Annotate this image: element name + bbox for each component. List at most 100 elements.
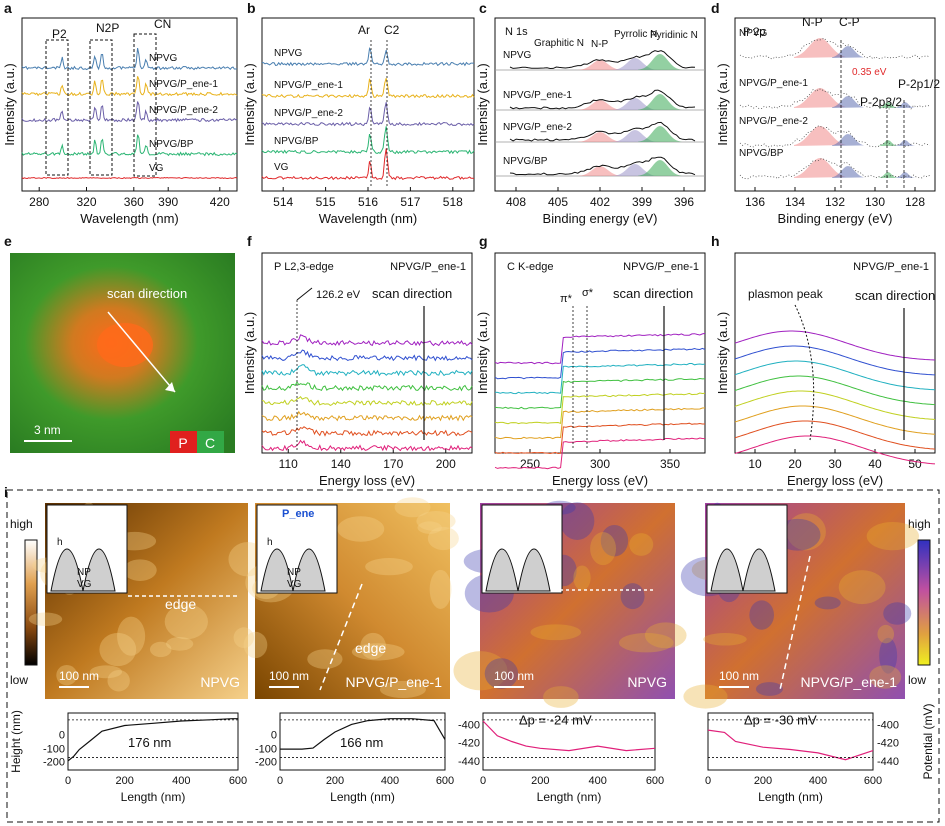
- annotation-d-2: 0.35 eV: [852, 67, 887, 78]
- texture-blob: [644, 622, 687, 649]
- envelope: [739, 88, 931, 110]
- x-axis-label: Energy loss (eV): [319, 473, 415, 488]
- colorbar-low-label-2: low: [908, 673, 926, 687]
- y-tick-label: -400: [458, 719, 480, 731]
- spectrum-f-1: [261, 349, 473, 362]
- y-tick-label: -200: [43, 756, 65, 768]
- plot-frame: [261, 17, 475, 192]
- texture-blob: [351, 643, 405, 661]
- legend-d-0: NPVG: [739, 28, 768, 39]
- colorbar-potential: [917, 539, 931, 666]
- series-b-4: [261, 148, 475, 181]
- x-tick-label: 130: [865, 195, 885, 209]
- profile-series-0: [67, 718, 238, 762]
- y-tick-label: 0: [271, 730, 277, 742]
- x-axis-label: Length (nm): [121, 790, 186, 804]
- panel-letter-f: f: [247, 233, 252, 249]
- y-tick-label: -440: [877, 756, 899, 768]
- spectrum-h-2: [734, 360, 936, 391]
- fit-peak: [832, 134, 864, 146]
- envelope: [509, 121, 696, 142]
- y-axis-label: Intensity (a.u.): [2, 63, 17, 145]
- spectrum-g-1: [494, 347, 706, 380]
- fit-peak: [832, 46, 864, 58]
- x-tick-label: 200: [115, 775, 133, 787]
- x-tick-label: 50: [908, 457, 922, 471]
- profile-annotation-3: Δp = -30 mV: [744, 712, 817, 727]
- y-tick-label: -420: [458, 738, 480, 750]
- panel-letter-d: d: [711, 0, 720, 16]
- y-axis-label: Potential (mV): [921, 703, 935, 779]
- fit-peak: [578, 60, 622, 70]
- x-tick-label: 600: [229, 775, 247, 787]
- x-tick-label: 170: [383, 457, 403, 471]
- fit-peak: [832, 166, 864, 178]
- profile-plot-2: 0 200 400 600 Length (nm) -400 -420 -440 Δp = -2…: [458, 712, 664, 804]
- spectrum-g-2: [494, 363, 706, 395]
- colorbar-low-label: low: [10, 673, 28, 687]
- panel-g: 250 300 350 Energy loss (eV) Intensity (a.u.…: [475, 252, 706, 488]
- sample-label-h: NPVG/P_ene-1: [853, 261, 929, 273]
- scale-label: 3 nm: [34, 423, 61, 437]
- series-b-0: [261, 46, 475, 67]
- y-axis-label: Intensity (a.u.): [715, 63, 730, 145]
- legend-a-0: NPVG: [149, 53, 178, 64]
- texture-blob: [600, 524, 629, 557]
- texture-blob: [417, 521, 442, 534]
- panel-d: 136 134 132 130 128 Binding energy (eV) Intens…: [715, 15, 940, 226]
- texture-blob: [755, 682, 783, 696]
- annotation-c-0: Graphitic N: [534, 38, 584, 49]
- plot-frame: [261, 252, 473, 454]
- x-tick-label: 350: [660, 457, 680, 471]
- x-tick-label: 400: [381, 775, 399, 787]
- panel-i-frame: [6, 489, 940, 823]
- y-axis-label: Intensity (a.u.): [242, 63, 257, 145]
- colorbar-high-label-2: high: [908, 517, 931, 531]
- plasmon-trend: [794, 304, 815, 441]
- inset-vg: VG: [287, 579, 302, 590]
- texture-blob: [879, 637, 898, 674]
- texture-blob: [394, 497, 431, 518]
- x-axis-label: Energy loss (eV): [787, 473, 883, 488]
- fit-peak: [794, 88, 846, 108]
- panel-f: 110 140 170 200 Energy loss (eV) Intensity (a…: [242, 252, 473, 488]
- x-tick-label: 200: [436, 457, 456, 471]
- x-tick-label: 400: [588, 775, 606, 787]
- spectrum-f-2: [261, 364, 473, 377]
- inset-np: NP: [77, 567, 91, 578]
- annotation-h-0: plasmon peak: [748, 287, 824, 301]
- spectrum-h-0: [734, 330, 936, 361]
- legend-b-0: NPVG: [274, 48, 303, 59]
- profile-annotation-1: 166 nm: [340, 735, 383, 750]
- spectrum-h-1: [734, 345, 936, 376]
- image-name-1: NPVG/P_ene-1: [346, 674, 443, 690]
- texture-blob: [559, 502, 595, 540]
- chart-title-c: N 1s: [505, 26, 528, 38]
- texture-blob: [629, 533, 654, 556]
- x-axis-label: Wavelength (nm): [319, 211, 418, 226]
- annotation-d-0: N-P: [802, 15, 823, 29]
- spectrum-g-4: [494, 392, 706, 425]
- fit-peak: [832, 96, 864, 108]
- annotation-a-1: N2P: [96, 21, 119, 35]
- x-tick-label: 600: [646, 775, 664, 787]
- pointer-arrow: [296, 287, 313, 301]
- envelope: [509, 89, 696, 110]
- texture-blob: [427, 526, 459, 551]
- fit-peak: [638, 126, 682, 142]
- x-tick-label: 600: [864, 775, 882, 787]
- texture-blob: [703, 632, 747, 646]
- texture-blob: [56, 665, 78, 686]
- line-profile: [779, 555, 811, 691]
- x-tick-label: 200: [531, 775, 549, 787]
- envelope: [509, 156, 696, 176]
- texture-blob: [838, 570, 886, 605]
- series-a-0: [21, 47, 238, 71]
- texture-blob: [365, 558, 413, 576]
- x-tick-label: 400: [172, 775, 190, 787]
- x-tick-label: 128: [905, 195, 925, 209]
- panel-a: 280 320 360 390 420 Wavelength (nm) Intensity …: [2, 17, 238, 226]
- texture-blob: [484, 658, 519, 689]
